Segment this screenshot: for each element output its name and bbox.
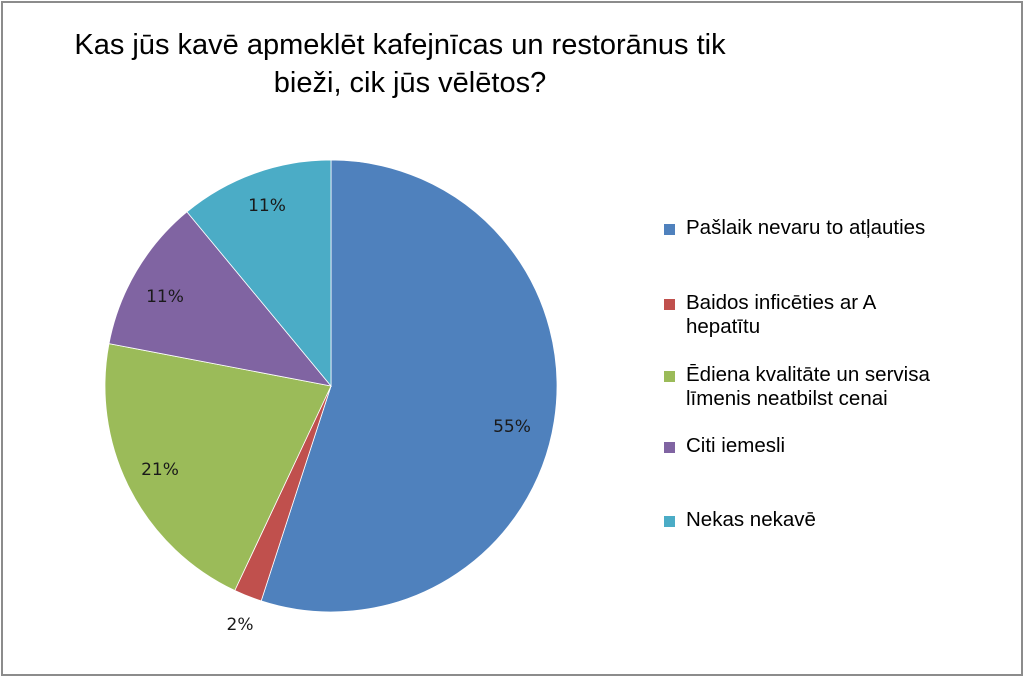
legend-swatch-1 — [664, 299, 675, 310]
legend-swatch-3 — [664, 442, 675, 453]
data-label-3: 11% — [146, 287, 184, 307]
legend-label-4: Nekas nekavē — [686, 508, 816, 531]
legend-label-2: Ēdiena kvalitāte un servisa līmenis neat… — [686, 363, 930, 410]
chart-title-line-1: Kas jūs kavē apmeklēt kafejnīcas un rest… — [74, 29, 726, 61]
legend-swatch-4 — [664, 516, 675, 527]
pie-slice-3 — [108, 211, 333, 387]
pie-slice-2 — [104, 343, 332, 592]
data-label-2: 21% — [141, 460, 179, 480]
data-label-4: 11% — [248, 196, 286, 216]
chart-title: Kas jūs kavē apmeklēt kafejnīcas un rest… — [0, 26, 800, 102]
chart-title-line-2: bieži, cik jūs vēlētos? — [273, 67, 547, 99]
legend-swatch-2 — [664, 371, 675, 382]
legend-label-3: Citi iemesli — [686, 434, 786, 457]
data-label-1: 2% — [226, 615, 254, 635]
legend-swatch-0 — [664, 224, 675, 235]
pie-slice-0 — [260, 159, 558, 613]
pie-slice-4 — [186, 159, 332, 388]
legend-label-0: Pašlaik nevaru to atļauties — [686, 216, 926, 239]
legend-label-1: Baidos inficēties ar A hepatītu — [686, 291, 877, 338]
data-label-0: 55% — [493, 417, 531, 437]
